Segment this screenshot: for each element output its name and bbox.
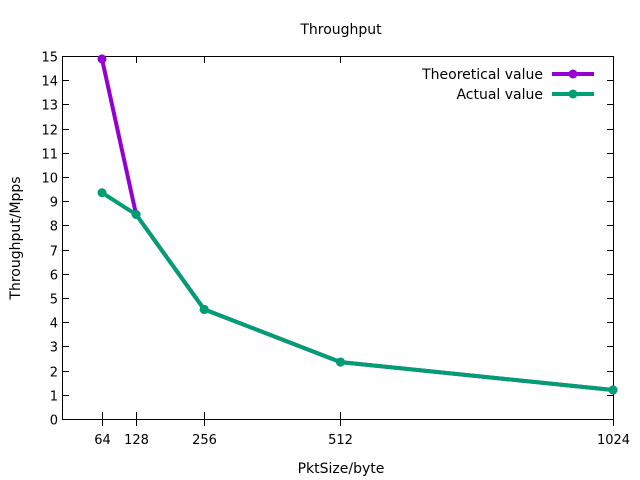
y-tick-label: 13 bbox=[41, 99, 58, 114]
series-line bbox=[100, 190, 615, 392]
data-point bbox=[97, 188, 107, 198]
legend-marker bbox=[568, 89, 578, 99]
y-tick-label: 7 bbox=[50, 245, 58, 260]
data-point bbox=[336, 357, 345, 367]
legend-label: Theoretical value bbox=[421, 67, 543, 83]
x-tick-label: 64 bbox=[94, 433, 111, 448]
y-axis-label: Throughput/Mpps bbox=[8, 176, 24, 300]
data-point bbox=[199, 304, 209, 314]
series-layer bbox=[97, 54, 618, 395]
y-tick-label: 10 bbox=[41, 172, 58, 187]
data-point bbox=[131, 210, 141, 219]
series-line bbox=[100, 56, 615, 392]
legend-marker bbox=[568, 69, 578, 79]
y-tick-label: 11 bbox=[41, 148, 58, 163]
chart-title: Throughput bbox=[299, 22, 382, 38]
series-actual-value bbox=[97, 188, 618, 395]
y-tick-label: 15 bbox=[41, 51, 58, 66]
y-tick-label: 4 bbox=[50, 317, 58, 332]
legend: Theoretical value Actual value bbox=[421, 67, 594, 103]
x-tick-label: 256 bbox=[192, 433, 217, 448]
y-tick-label: 12 bbox=[41, 124, 58, 139]
data-point bbox=[97, 54, 107, 64]
y-tick-label: 1 bbox=[50, 390, 58, 405]
legend-label: Actual value bbox=[456, 87, 543, 103]
x-tick-label: 1024 bbox=[597, 433, 630, 448]
data-point bbox=[608, 385, 618, 395]
y-tick-label: 3 bbox=[50, 341, 58, 356]
y-tick-label: 8 bbox=[50, 220, 58, 235]
y-tick-label: 0 bbox=[50, 414, 58, 429]
x-axis: 64 128 256 512 1024 bbox=[94, 56, 630, 448]
y-tick-label: 9 bbox=[50, 196, 58, 211]
y-tick-label: 5 bbox=[50, 293, 58, 308]
y-tick-label: 6 bbox=[50, 269, 58, 284]
plot-frame bbox=[62, 56, 614, 420]
x-tick-label: 512 bbox=[328, 433, 353, 448]
series-theoretical-value bbox=[97, 54, 618, 395]
x-tick-label: 128 bbox=[124, 433, 149, 448]
y-tick-label: 2 bbox=[50, 366, 58, 381]
y-tick-label: 14 bbox=[41, 75, 58, 90]
x-axis-label: PktSize/byte bbox=[298, 461, 385, 477]
